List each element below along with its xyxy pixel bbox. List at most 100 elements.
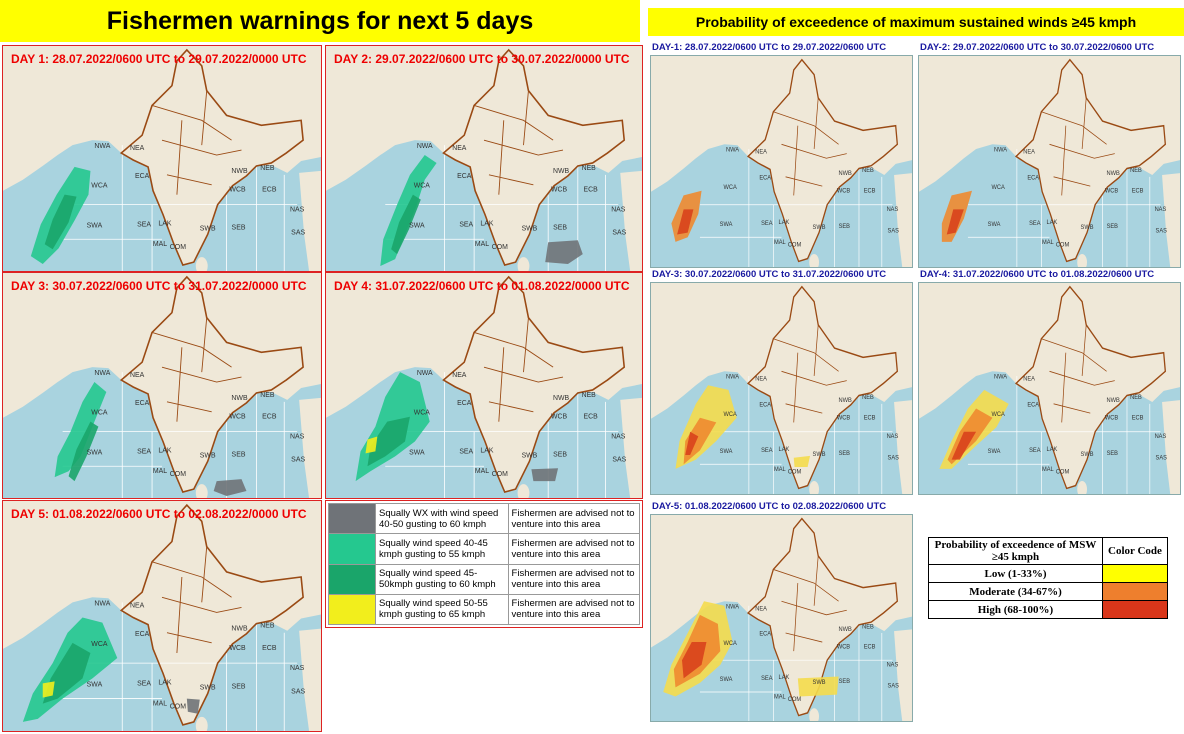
warning-legend: Squally WX with wind speed 40-50 gusting… [325,500,643,628]
region-label: SEA [137,680,151,687]
region-label: NEB [1130,394,1142,401]
region-label: WCA [723,641,736,647]
day-label: DAY-2: 29.07.2022/0600 UTC to 30.07.2022… [920,42,1155,53]
region-label: ECA [759,174,772,181]
region-label: WCB [551,187,567,194]
region-label: SWA [87,449,103,456]
region-label: SEA [459,221,473,228]
region-label: SWA [720,448,734,455]
region-label: SEA [137,448,151,455]
prob-header: Probability of exceedence of MSW ≥45 kmp… [928,537,1168,565]
region-label: NWB [838,627,851,633]
warning-area [186,698,200,714]
prob-header-cell: Probability of exceedence of MSW ≥45 kmp… [928,537,1103,565]
day-label: DAY-1: 28.07.2022/0600 UTC to 29.07.2022… [652,42,887,53]
region-label: COM [788,241,801,248]
region-label: ECB [584,414,599,421]
legend-text: Fishermen are advised not to venture int… [507,563,641,595]
legend-row: Squally wind speed 50-55 kmph gusting to… [328,593,641,626]
region-label: SAS [612,456,626,463]
region-label: SWA [988,221,1002,228]
region-label: ECB [262,187,277,194]
region-label: SAS [291,456,305,463]
region-label: WCB [1105,187,1118,194]
region-label: ECB [584,187,599,194]
region-label: ECB [1132,187,1144,194]
prob-header-cell: Color Code [1102,537,1168,565]
legend-text: Squally wind speed 50-55 kmph gusting to… [375,593,509,626]
region-label: NAS [887,206,899,213]
region-label: ECB [1132,414,1144,421]
day-map: NWA NEA WCA ECA SWA SEA LAK MAL COM SWB SEB WCB NWB N… [650,55,913,268]
region-label: SWB [522,225,538,232]
day-label: DAY 1: 28.07.2022/0600 UTC to 29.07.2022… [11,52,307,66]
region-label: NWA [417,370,433,377]
region-label: SEB [1107,223,1118,230]
legend-text: Fishermen are advised not to venture int… [507,502,641,535]
legend-swatch [328,593,376,626]
region-label: NEA [755,148,768,155]
map: NWA NEA WCA ECA SWA SEA LAK MAL COM SWB SEB WCB NWB N… [651,283,912,494]
region-label: SEB [1107,450,1118,457]
day-label: DAY 5: 01.08.2022/0600 UTC to 02.08.2022… [11,507,307,521]
map: NWA NEA WCA ECA SWA SEA LAK MAL COM SWB SEB WCB NWB N… [3,273,321,498]
region-label: SAS [291,229,305,236]
region-label: NEA [130,372,145,379]
region-label: SAS [1156,227,1167,234]
region-label: NEB [582,392,597,399]
region-label: LAK [779,219,790,226]
map: NWA NEA WCA ECA SWA SEA LAK MAL COM SWB SEB WCB NWB N… [326,46,642,271]
region-label: NAS [1155,433,1167,440]
day-map: NWA NEA WCA ECA SWA SEA LAK MAL COM SWB SEB WCB NWB N… [918,282,1181,495]
region-label: ECA [135,400,150,407]
warning-area [677,209,694,235]
region-label: MAL [153,701,167,708]
region-label: NEA [130,145,145,152]
region-label: COM [492,471,508,478]
region-label: SEB [232,451,246,458]
legend-text: Squally WX with wind speed 40-50 gusting… [375,502,509,535]
region-label: NWA [417,143,433,150]
region-label: NEB [1130,167,1142,174]
region-label: WCA [91,410,108,417]
day-label: DAY 2: 29.07.2022/0600 UTC to 30.07.2022… [334,52,630,66]
region-label: NWA [994,373,1008,380]
region-label: NWB [553,395,569,402]
warning-area [391,194,421,255]
region-label: LAK [480,220,493,227]
warning-area [367,416,410,467]
region-label: WCB [837,187,850,194]
region-label: NWA [726,146,740,153]
legend-text: Fishermen are advised not to venture int… [507,533,641,565]
region-label: NAS [887,662,899,668]
warning-area [683,417,717,465]
region-label: WCA [414,410,430,417]
day-panel: NWA NEA WCA ECA SWA SEA LAK MAL COM SWB SEB WCB NWB N… [2,272,322,499]
region-label: LAK [779,675,790,681]
region-label: NEA [1023,375,1036,382]
region-label: MAL [153,468,167,475]
region-label: LAK [480,447,493,454]
map: NWA NEA WCA ECA SWA SEA LAK MAL COM SWB SEB WCB NWB N… [919,56,1180,267]
region-label: SAS [291,688,305,695]
day-panel: NWA NEA WCA ECA SWA SEA LAK MAL COM SWB SEB WCB NWB N… [2,500,322,732]
region-label: ECA [759,401,772,408]
legend-text: Squally wind speed 45-50kmph gusting to … [375,563,509,595]
day-map: NWA NEA WCA ECA SWA SEA LAK MAL COM SWB SEB WCB NWB N… [650,282,913,495]
region-label: SEB [232,683,246,690]
region-label: MAL [774,465,786,472]
region-label: SAS [1156,454,1167,461]
base-map [651,515,912,721]
region-label: MAL [1042,238,1054,245]
region-label: NEB [862,394,874,401]
region-label: NAS [611,434,626,441]
region-label: WCB [837,644,850,650]
region-label: WCB [229,187,246,194]
map: NWA NEA WCA ECA SWA SEA LAK MAL COM SWB SEB WCB NWB N… [326,273,642,498]
warning-area [685,431,699,455]
region-label: NWB [1106,170,1119,177]
region-label: NWB [231,395,248,402]
region-label: NEB [260,392,275,399]
region-label: NAS [611,207,626,214]
day-panel: NWA NEA WCA ECA SWA SEA LAK MAL COM SWB SEB WCB NWB N… [325,45,643,272]
